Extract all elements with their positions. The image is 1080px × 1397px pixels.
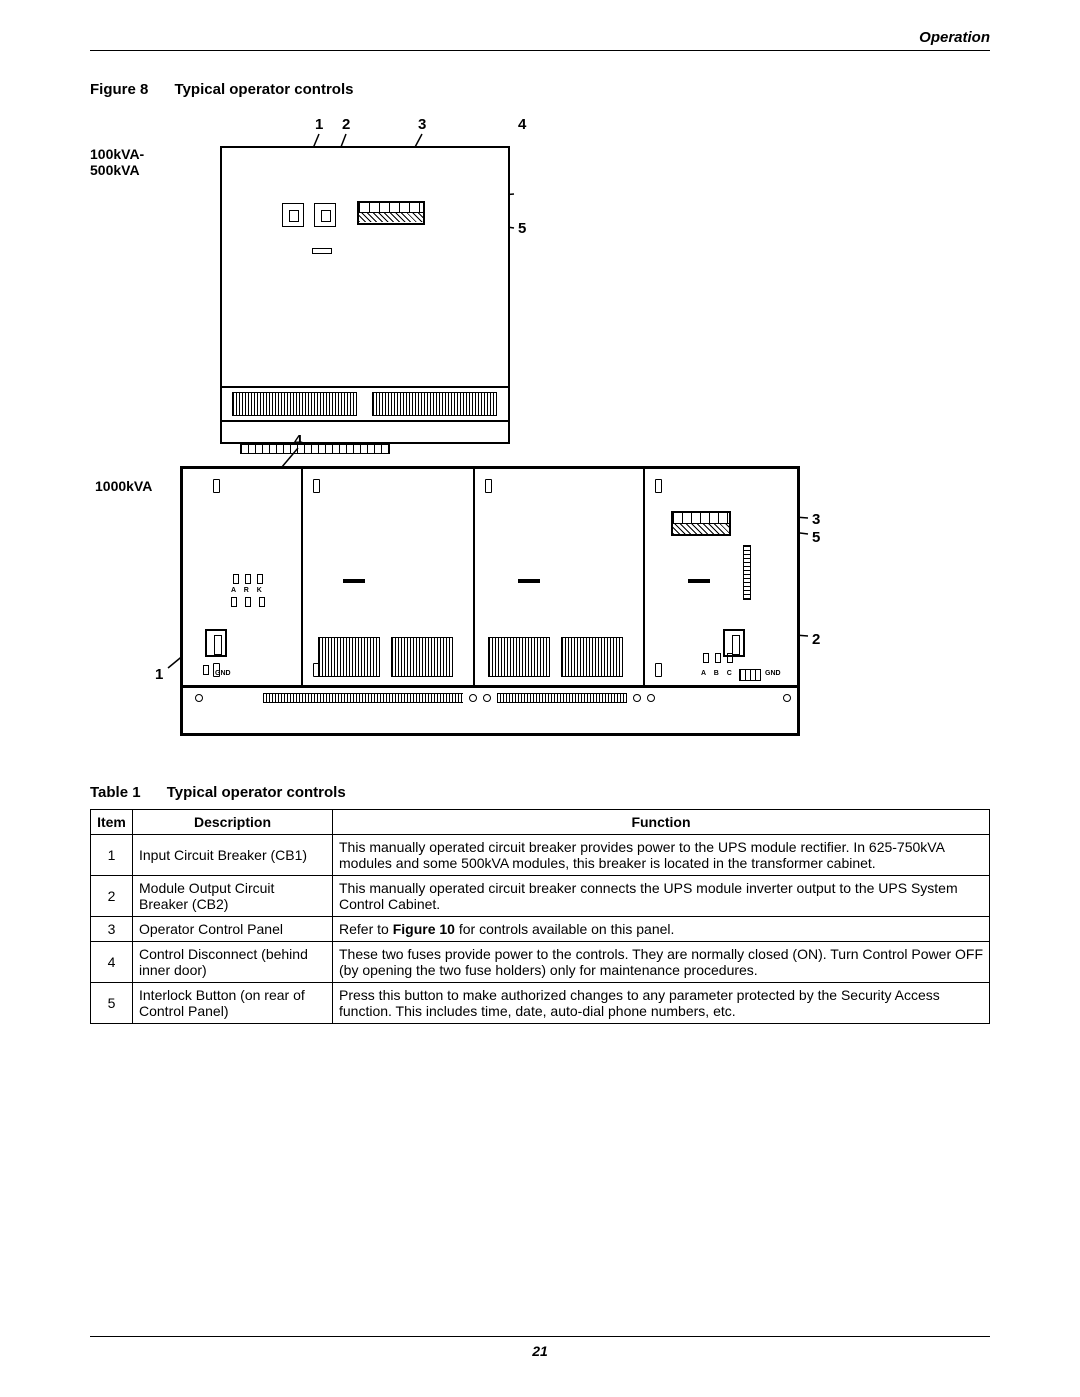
figure-number: Figure 8 — [90, 81, 148, 98]
cb2-switch — [314, 203, 336, 227]
cb1-switch — [282, 203, 304, 227]
cell-func: Press this button to make authorized cha… — [333, 983, 990, 1024]
table-caption: Table 1 Typical operator controls — [90, 784, 990, 801]
cell-func: These two fuses provide power to the con… — [333, 942, 990, 983]
cell-item: 4 — [91, 942, 133, 983]
cabinet-100-500kva — [220, 146, 510, 444]
footer-rule — [90, 1336, 990, 1337]
operator-panel-b — [671, 511, 731, 536]
figure-title: Typical operator controls — [175, 81, 354, 98]
cell-desc: Operator Control Panel — [133, 917, 333, 942]
cell-func: This manually operated circuit breaker p… — [333, 835, 990, 876]
table-row: 1 Input Circuit Breaker (CB1) This manua… — [91, 835, 990, 876]
cell-item: 2 — [91, 876, 133, 917]
cell-desc: Control Disconnect (behind inner door) — [133, 942, 333, 983]
th-desc: Description — [133, 810, 333, 835]
cb1-breaker — [205, 629, 227, 657]
table-title: Typical operator controls — [167, 784, 346, 801]
vent-left — [232, 392, 357, 416]
figure-caption: Figure 8 Typical operator controls — [90, 81, 990, 98]
plate — [312, 248, 332, 254]
figure-bottom: 1000kVA 4 1 3 5 2 — [120, 456, 990, 756]
operator-panel — [357, 201, 425, 225]
table-row: 4 Control Disconnect (behind inner door)… — [91, 942, 990, 983]
cell-desc: Interlock Button (on rear of Control Pan… — [133, 983, 333, 1024]
cell-item: 5 — [91, 983, 133, 1024]
security-lock-icon — [743, 545, 751, 600]
cell-func: Refer to Figure 10 for controls availabl… — [333, 917, 990, 942]
controls-table: Item Description Function 1 Input Circui… — [90, 809, 990, 1024]
table-row: 2 Module Output Circuit Breaker (CB2) Th… — [91, 876, 990, 917]
cabinet-1000kva: A R K GND — [180, 466, 800, 736]
section-heading: Operation — [919, 29, 990, 46]
label-100-500kva: 100kVA- 500kVA — [90, 146, 144, 178]
figure-top: 100kVA- 500kVA 1 2 3 4 5 — [140, 116, 990, 456]
table-row: 5 Interlock Button (on rear of Control P… — [91, 983, 990, 1024]
cell-item: 3 — [91, 917, 133, 942]
table-row: 3 Operator Control Panel Refer to Figure… — [91, 917, 990, 942]
cell-item: 1 — [91, 835, 133, 876]
page-number: 21 — [0, 1343, 1080, 1359]
cell-desc: Input Circuit Breaker (CB1) — [133, 835, 333, 876]
table-number: Table 1 — [90, 784, 141, 801]
th-func: Function — [333, 810, 990, 835]
cell-func: This manually operated circuit breaker c… — [333, 876, 990, 917]
vent-right — [372, 392, 497, 416]
cell-desc: Module Output Circuit Breaker (CB2) — [133, 876, 333, 917]
th-item: Item — [91, 810, 133, 835]
